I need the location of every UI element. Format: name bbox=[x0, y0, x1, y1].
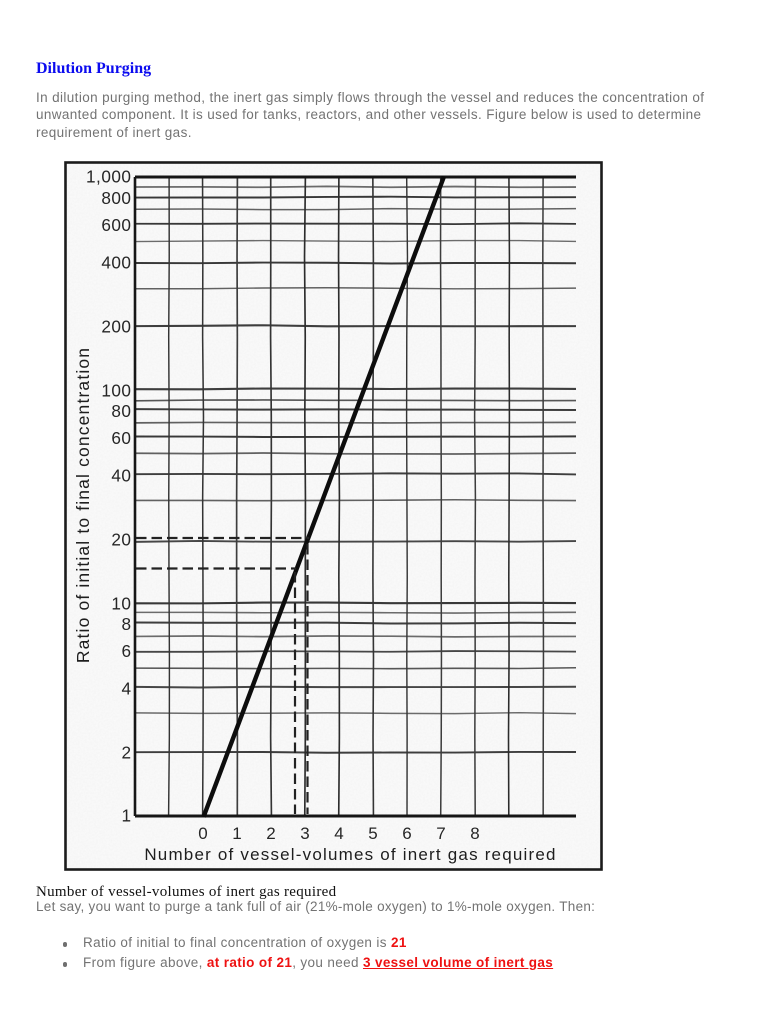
svg-text:5: 5 bbox=[368, 824, 377, 843]
svg-text:0: 0 bbox=[198, 824, 207, 843]
svg-text:4: 4 bbox=[334, 824, 343, 843]
svg-text:200: 200 bbox=[101, 316, 131, 336]
svg-text:20: 20 bbox=[111, 529, 131, 549]
svg-text:4: 4 bbox=[121, 678, 131, 698]
svg-text:80: 80 bbox=[111, 401, 131, 421]
svg-text:10: 10 bbox=[111, 594, 131, 614]
svg-text:7: 7 bbox=[436, 824, 445, 843]
svg-text:8: 8 bbox=[470, 824, 479, 843]
svg-text:6: 6 bbox=[402, 824, 411, 843]
svg-text:3: 3 bbox=[300, 824, 309, 843]
svg-text:100: 100 bbox=[101, 381, 131, 401]
svg-text:1: 1 bbox=[121, 806, 131, 826]
svg-text:40: 40 bbox=[111, 465, 131, 485]
svg-text:800: 800 bbox=[101, 188, 131, 208]
svg-text:8: 8 bbox=[121, 614, 131, 634]
svg-text:2: 2 bbox=[121, 742, 131, 762]
svg-text:60: 60 bbox=[111, 428, 131, 448]
svg-text:Number of vessel-volumes of in: Number of vessel-volumes of inert gas re… bbox=[144, 845, 556, 864]
svg-text:1: 1 bbox=[232, 824, 241, 843]
svg-text:Ratio of initial to final conc: Ratio of initial to final concentration bbox=[73, 347, 93, 663]
svg-text:600: 600 bbox=[101, 215, 131, 235]
svg-text:6: 6 bbox=[121, 641, 131, 661]
svg-text:1,000: 1,000 bbox=[86, 167, 132, 187]
svg-text:400: 400 bbox=[101, 252, 131, 272]
svg-text:2: 2 bbox=[266, 824, 275, 843]
